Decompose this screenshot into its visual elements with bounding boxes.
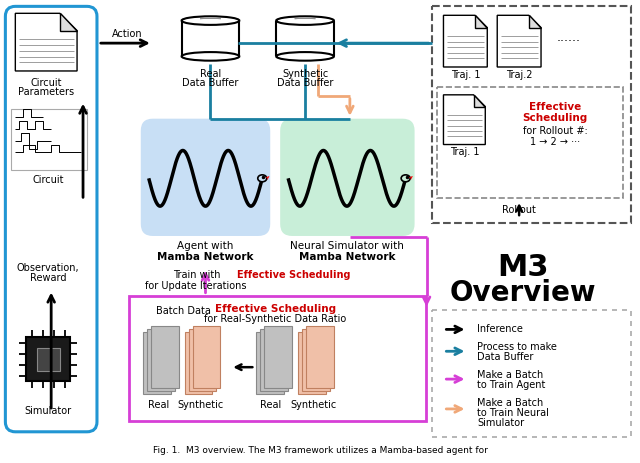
Bar (256, 332, 284, 394)
Bar (276, 20, 334, 56)
Text: Data Buffer: Data Buffer (277, 78, 333, 88)
Ellipse shape (401, 175, 410, 182)
Text: Traj. 1: Traj. 1 (451, 70, 480, 80)
Text: Circuit: Circuit (31, 78, 62, 88)
Text: for Update Iterations: for Update Iterations (145, 281, 246, 291)
Text: Process to make: Process to make (477, 342, 557, 352)
Ellipse shape (276, 16, 334, 25)
Bar (26, 338, 70, 381)
Text: M3: M3 (497, 253, 549, 282)
Text: Fig. 1.  M3 overview. The M3 framework utilizes a Mamba-based agent for: Fig. 1. M3 overview. The M3 framework ut… (152, 446, 488, 455)
Text: Data Buffer: Data Buffer (182, 78, 239, 88)
Bar (193, 326, 220, 388)
Bar (129, 295, 426, 421)
Polygon shape (497, 15, 541, 67)
Text: Data Buffer: Data Buffer (477, 352, 534, 362)
Text: Make a Batch: Make a Batch (477, 370, 543, 380)
Text: Mamba Network: Mamba Network (299, 252, 395, 262)
Polygon shape (474, 95, 485, 106)
Bar (143, 332, 171, 394)
Bar (12, 109, 87, 170)
Bar (151, 326, 179, 388)
Ellipse shape (276, 52, 334, 61)
Text: to Train Neural: to Train Neural (477, 408, 549, 418)
Text: Effective Scheduling: Effective Scheduling (214, 304, 336, 313)
Bar (182, 20, 239, 56)
Text: Simulator: Simulator (477, 418, 524, 428)
Ellipse shape (258, 175, 267, 182)
Text: Synthetic: Synthetic (282, 69, 328, 79)
Text: Traj.2: Traj.2 (506, 70, 532, 80)
FancyBboxPatch shape (5, 6, 97, 432)
Text: to Train Agent: to Train Agent (477, 380, 546, 390)
Bar (189, 329, 216, 391)
FancyBboxPatch shape (141, 119, 270, 236)
Text: Real: Real (200, 69, 221, 79)
Bar (438, 87, 623, 198)
Text: Circuit: Circuit (33, 175, 64, 185)
Polygon shape (444, 95, 485, 144)
Polygon shape (15, 13, 77, 71)
Polygon shape (444, 15, 487, 67)
Text: Effective Scheduling: Effective Scheduling (237, 270, 351, 280)
Text: for Real-Synthetic Data Ratio: for Real-Synthetic Data Ratio (204, 314, 346, 325)
Polygon shape (60, 13, 77, 31)
Text: Real: Real (260, 400, 281, 410)
Polygon shape (529, 15, 541, 28)
Bar (36, 348, 60, 370)
Text: Real: Real (148, 400, 170, 410)
FancyBboxPatch shape (280, 119, 415, 236)
Text: Simulator: Simulator (24, 406, 72, 416)
Text: Scheduling: Scheduling (522, 113, 588, 123)
Polygon shape (475, 15, 487, 28)
Bar (264, 326, 292, 388)
Ellipse shape (182, 16, 239, 25)
Ellipse shape (182, 52, 239, 61)
Text: Synthetic: Synthetic (290, 400, 336, 410)
Bar (306, 326, 334, 388)
Text: Action: Action (111, 29, 142, 39)
Text: Synthetic: Synthetic (177, 400, 223, 410)
Text: Train with: Train with (173, 270, 220, 280)
Text: Batch Data: Batch Data (156, 306, 211, 315)
Text: Traj. 1: Traj. 1 (450, 148, 479, 157)
Bar (260, 329, 288, 391)
Text: Observation,: Observation, (17, 263, 79, 273)
Bar (147, 329, 175, 391)
Text: Effective: Effective (529, 102, 581, 112)
Bar (431, 310, 630, 437)
Text: Rollout: Rollout (502, 205, 536, 215)
Text: Agent with: Agent with (177, 241, 234, 251)
Text: Parameters: Parameters (18, 87, 74, 97)
Text: Inference: Inference (477, 325, 523, 334)
Bar (298, 332, 326, 394)
Text: ......: ...... (557, 31, 581, 44)
Text: Mamba Network: Mamba Network (157, 252, 253, 262)
Text: Reward: Reward (30, 273, 67, 283)
Text: Make a Batch: Make a Batch (477, 398, 543, 408)
Ellipse shape (182, 16, 239, 25)
Text: for Rollout #:: for Rollout #: (523, 125, 588, 136)
Bar (431, 6, 630, 223)
Text: Neural Simulator with: Neural Simulator with (290, 241, 404, 251)
Text: 1 → 2 → ···: 1 → 2 → ··· (530, 137, 580, 147)
Text: Overview: Overview (450, 279, 596, 307)
Bar (302, 329, 330, 391)
Ellipse shape (276, 16, 334, 25)
Bar (184, 332, 212, 394)
